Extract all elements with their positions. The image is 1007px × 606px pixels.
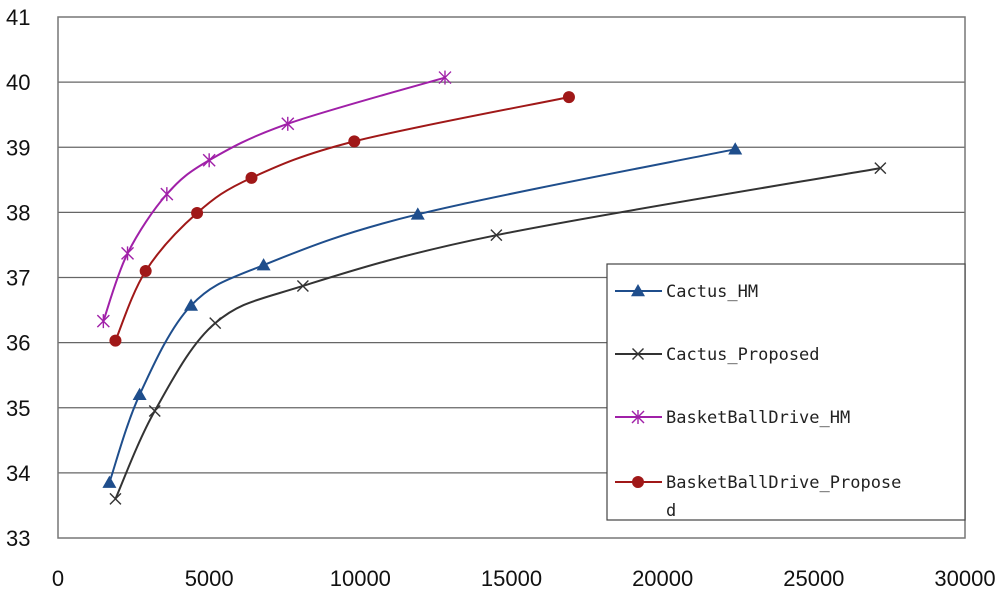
legend-label: Cactus_Proposed — [666, 345, 820, 365]
data-point — [438, 70, 452, 85]
data-point — [728, 142, 743, 155]
legend-marker — [632, 476, 644, 488]
legend-entry-2: BasketBallDrive_HM — [615, 408, 850, 428]
series-3 — [109, 91, 575, 347]
data-point — [874, 162, 887, 175]
x-tick-label: 20000 — [632, 566, 693, 591]
data-point — [96, 314, 110, 329]
legend-marker — [631, 284, 645, 297]
y-tick-label: 37 — [6, 266, 30, 291]
legend-marker — [631, 410, 645, 424]
data-point — [109, 334, 122, 347]
data-point — [562, 91, 575, 104]
data-point — [184, 298, 199, 311]
x-tick-label: 15000 — [481, 566, 542, 591]
marker-stroke — [632, 348, 644, 360]
marker-stroke — [209, 317, 222, 330]
legend-box — [606, 263, 966, 521]
data-point — [109, 492, 122, 505]
data-point — [245, 171, 258, 184]
marker-stroke — [490, 229, 503, 242]
x-tick-label: 25000 — [783, 566, 844, 591]
x-axis-ticks: 0 5000 10000 15000 20000 25000 30000 — [52, 566, 996, 591]
legend-label-line: Cactus_HM — [666, 282, 758, 302]
data-point — [202, 153, 216, 168]
data-point — [148, 405, 161, 418]
data-point — [139, 264, 152, 277]
y-tick-label: 34 — [6, 461, 30, 486]
x-tick-label: 0 — [52, 566, 64, 591]
legend-entry-1: Cactus_Proposed — [615, 345, 820, 365]
legend-label-line: BasketBallDrive_Propose — [666, 473, 901, 493]
data-point — [209, 317, 222, 330]
data-point — [410, 207, 425, 220]
data-point — [348, 135, 361, 148]
data-point — [160, 187, 174, 202]
legend-label-line: Cactus_Proposed — [666, 345, 820, 365]
y-axis-ticks: 33 34 35 36 37 38 39 40 41 — [6, 5, 30, 551]
legend: Cactus_HM Cactus_Proposed BasketBallDrive_… — [606, 263, 966, 521]
series-layer — [96, 70, 887, 505]
x-tick-label: 30000 — [934, 566, 995, 591]
data-point — [121, 246, 135, 261]
legend-label: Cactus_HM — [666, 282, 758, 302]
series-0 — [102, 142, 743, 488]
legend-label: BasketBallDrive_HM — [666, 408, 850, 428]
legend-label-line: d — [666, 501, 676, 521]
series-1 — [109, 162, 887, 505]
data-point — [296, 279, 309, 292]
legend-label-line: BasketBallDrive_HM — [666, 408, 850, 428]
y-tick-label: 35 — [6, 396, 30, 421]
series-line — [102, 76, 446, 322]
data-point — [102, 475, 117, 488]
marker-stroke — [874, 162, 887, 175]
data-point — [281, 116, 295, 131]
series-2 — [96, 70, 452, 329]
y-tick-label: 41 — [6, 5, 30, 30]
marker-stroke — [148, 405, 161, 418]
data-point — [191, 207, 204, 220]
marker-stroke — [296, 279, 309, 292]
y-tick-label: 39 — [6, 135, 30, 160]
legend-entry-0: Cactus_HM — [615, 282, 758, 302]
x-tick-label: 5000 — [185, 566, 234, 591]
x-tick-label: 10000 — [330, 566, 391, 591]
legend-marker — [632, 348, 644, 360]
series-line — [114, 96, 570, 342]
data-point — [256, 258, 271, 271]
y-tick-label: 33 — [6, 526, 30, 551]
y-tick-label: 38 — [6, 200, 30, 225]
y-tick-label: 40 — [6, 70, 30, 95]
grid-lines — [58, 81, 965, 474]
y-tick-label: 36 — [6, 331, 30, 356]
data-point — [490, 229, 503, 242]
marker-stroke — [109, 492, 122, 505]
data-point — [132, 387, 147, 400]
